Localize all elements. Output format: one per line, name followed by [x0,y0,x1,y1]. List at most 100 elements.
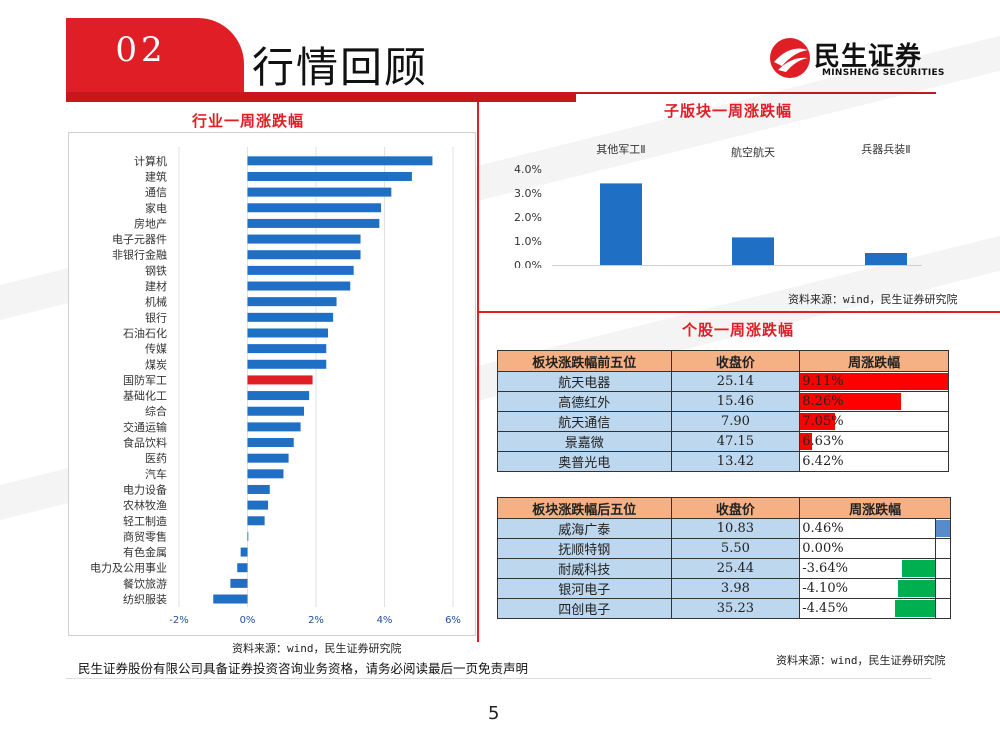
weekly-change-value: -4.10% [802,581,848,596]
close-price: 25.44 [670,558,801,579]
weekly-change-value: 0.46% [802,521,844,536]
table-row: 奥普光电 13.42 6.42% [497,451,949,472]
brand-mark-icon [770,38,810,78]
bar [247,328,328,338]
brand-name-english: MINSHENG SECURITIES [822,68,945,78]
category-label: 汽车 [145,467,167,481]
category-label: 钢铁 [145,264,167,277]
category-label: 电子元器件 [112,233,167,246]
category-label: 电力设备 [123,482,167,496]
bar [230,578,248,588]
column-header: 收盘价 [670,497,801,519]
bar [247,422,301,432]
stock-name: 四创电子 [497,598,672,619]
close-price: 3.98 [670,578,801,599]
weekly-change: 6.63% [799,431,949,452]
weekly-change-value: 7.05% [802,414,844,429]
header-rule [66,92,576,102]
section-number: 02 [115,30,167,70]
weekly-change-value: -3.64% [802,561,848,576]
weekly-change: 0.46% [799,518,951,539]
table-row: 耐威科技 25.44 -3.64% [497,558,951,579]
x-tick-label: 4% [377,615,393,626]
weekly-change: 6.42% [799,451,949,472]
close-price: 10.83 [670,518,801,539]
zero-axis [935,559,937,578]
category-label: 交通运输 [123,420,167,434]
category-label: 医药 [145,452,167,465]
change-bar [897,580,935,597]
column-header: 板块涨跌幅前五位 [497,350,672,372]
category-label: 电力及公用事业 [90,562,167,575]
stock-section-title: 个股一周涨跌幅 [682,321,795,339]
change-bar [894,600,936,617]
bar [247,218,380,228]
horizontal-divider [479,311,1000,313]
table-row: 高德红外 15.46 8.26% [497,391,949,412]
y-tick-label: 0.0% [514,259,542,268]
change-bar [800,413,835,430]
bar [247,187,392,197]
table-row: 威海广泰 10.83 0.46% [497,518,951,539]
category-label: 建筑 [145,169,167,183]
close-price: 13.42 [670,451,801,472]
x-tick-label: 0% [240,615,256,626]
bar [247,484,270,494]
right-bottom-source-note: 资料来源：wind，民生证券研究院 [776,654,946,667]
bar [247,375,313,385]
weekly-change-value: 9.11% [802,374,844,389]
change-bar [901,560,936,577]
industry-chart-frame: -2% 0% 2% 4% 6% 计算机 建筑 通信 家电 房地产 电子元器件 非银行金融 钢铁 建材 机械银… [68,132,476,636]
weekly-change: 7.05% [799,411,949,432]
zero-axis [935,539,937,558]
y-tick-label: 3.0% [514,187,542,200]
weekly-change: 0.00% [799,538,951,559]
close-price: 47.15 [670,431,801,452]
category-label: 机械 [145,295,167,309]
column-header: 板块涨跌幅后五位 [497,497,672,519]
bar [247,359,327,369]
bottom-five-table: 板块涨跌幅后五位 收盘价 周涨跌幅 威海广泰 10.83 0.46% 抚顺特钢 5.50… [497,497,951,619]
weekly-change: 8.26% [799,391,949,412]
section-tab [66,18,244,94]
bar [247,453,289,463]
bar [247,469,284,479]
category-label: 传媒 [145,343,167,356]
category-label: 银行 [145,310,167,324]
weekly-change-value: 0.00% [802,541,844,556]
stock-name: 高德红外 [497,391,672,412]
subsector-chart-title: 子版块一周涨跌幅 [664,102,793,120]
close-price: 5.50 [670,538,801,559]
bar [732,237,774,265]
stock-name: 威海广泰 [497,518,672,539]
page-title: 行情回顾 [252,43,429,92]
brand-logo: 民生证券 MINSHENG SECURITIES [768,36,944,84]
table-row: 航天通信 7.90 7.05% [497,411,949,432]
category-label: 农林牧渔 [123,498,167,512]
subsector-bar-chart: 0.0% 1.0% 2.0% 3.0% 4.0% 其他军工Ⅱ 航空航天 兵器兵装Ⅱ [514,143,922,268]
stock-name: 奥普光电 [497,451,672,472]
weekly-change-value: 6.42% [802,454,844,469]
bar [247,406,305,416]
change-bar [800,393,902,410]
stock-name: 抚顺特钢 [497,538,672,559]
category-label: 食品饮料 [123,436,167,450]
category-label: 兵器兵装Ⅱ [861,143,910,156]
category-label: 通信 [145,186,167,199]
bar [247,281,351,291]
header-rule-thin [576,92,936,94]
right-top-source-note: 资料来源：wind，民生证券研究院 [788,293,958,306]
category-label: 综合 [145,404,167,418]
y-tick-label: 4.0% [514,163,542,176]
category-label: 煤炭 [145,358,167,371]
column-header: 收盘价 [670,350,801,372]
table-row: 抚顺特钢 5.50 0.00% [497,538,951,559]
x-tick-label: -2% [169,615,188,626]
y-tick-label: 2.0% [514,211,542,224]
x-tick-label: 6% [445,615,461,626]
bar [247,312,334,322]
category-label: 有色金属 [123,545,167,559]
stock-name: 航天电器 [497,371,672,392]
weekly-change: -4.10% [799,578,951,599]
stock-name: 航天通信 [497,411,672,432]
